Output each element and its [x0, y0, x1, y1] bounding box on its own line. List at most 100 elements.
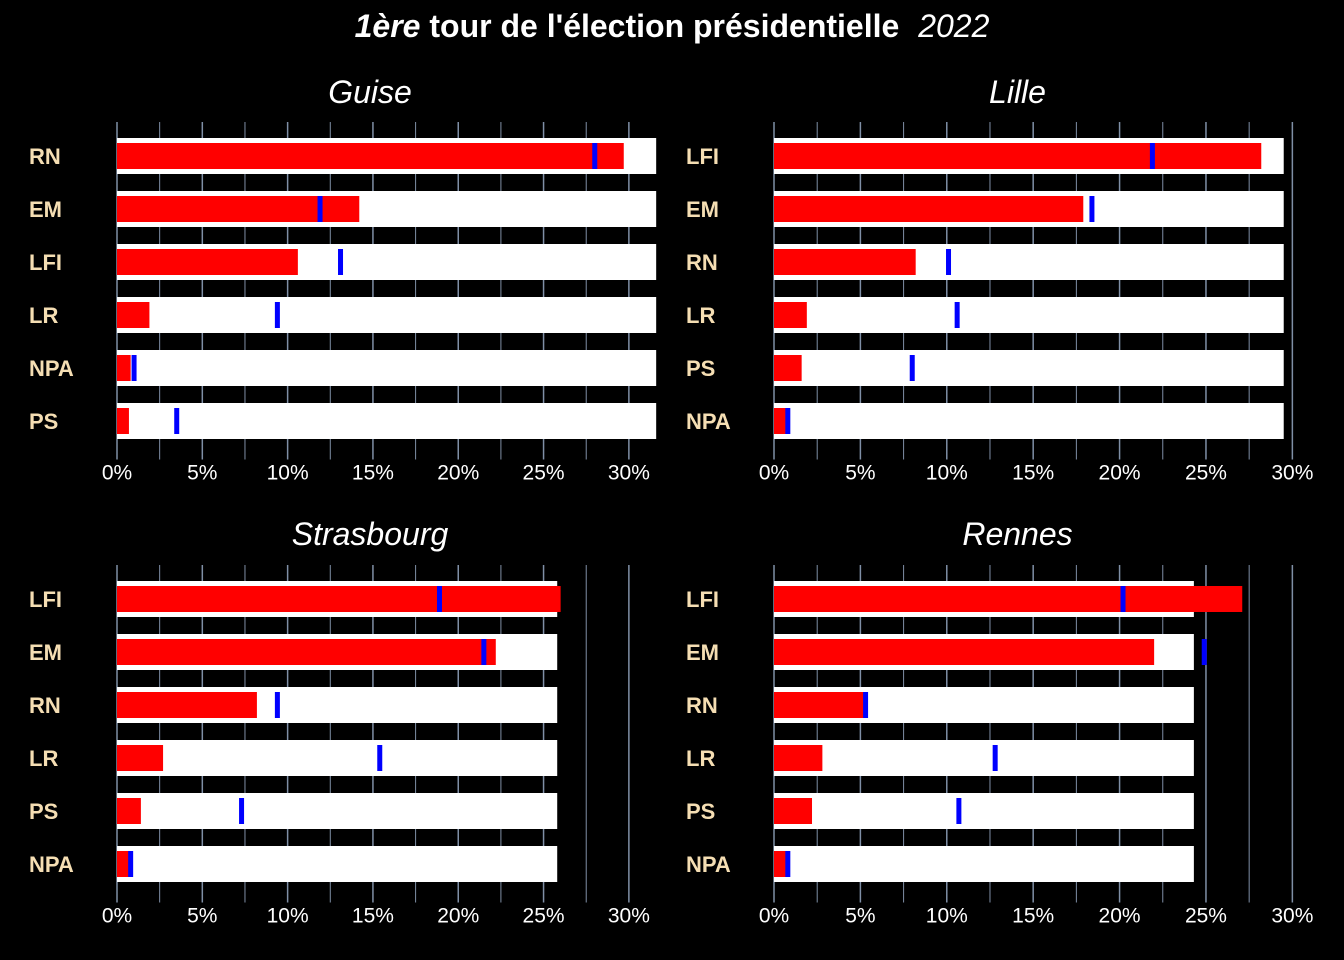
national-marker	[1149, 143, 1155, 169]
main-title: 1ère tour de l'élection présidentielle 2…	[0, 8, 1344, 45]
tick-label: 5%	[845, 462, 875, 485]
tick-label: 0%	[102, 462, 132, 485]
party-label: LR	[686, 746, 715, 771]
title-main: tour de l'élection présidentielle	[429, 8, 900, 44]
panel-title: Rennes	[962, 516, 1072, 552]
party-label: LFI	[686, 587, 719, 612]
national-marker	[377, 745, 383, 771]
party-label: LFI	[686, 144, 719, 169]
tick-label: 10%	[926, 462, 968, 485]
track-bar	[117, 297, 657, 333]
panel-title: Strasbourg	[292, 516, 449, 552]
national-marker	[274, 692, 280, 718]
national-marker	[785, 408, 791, 434]
national-marker	[317, 196, 323, 222]
tick-label: 25%	[1185, 905, 1227, 928]
party-label: PS	[29, 799, 58, 824]
tick-label: 25%	[523, 462, 565, 485]
track-bar	[117, 846, 558, 882]
tick-label: 20%	[1099, 905, 1141, 928]
result-bar	[117, 355, 131, 381]
result-bar	[774, 302, 807, 328]
tick-label: 0%	[759, 905, 789, 928]
tick-label: 5%	[845, 905, 875, 928]
track-bar	[774, 297, 1284, 333]
party-label: LR	[29, 303, 58, 328]
national-marker	[338, 249, 344, 275]
result-bar	[117, 302, 150, 328]
panel-title: Lille	[989, 74, 1046, 110]
national-marker	[1120, 586, 1126, 612]
party-label: LFI	[29, 250, 62, 275]
track-bar	[774, 846, 1194, 882]
result-bar	[774, 249, 916, 275]
panel-title: Guise	[328, 74, 412, 110]
track-bar	[774, 350, 1284, 386]
track-bar	[117, 350, 657, 386]
tick-label: 30%	[608, 905, 650, 928]
national-marker	[592, 143, 598, 169]
track-bar	[117, 403, 657, 439]
party-label: NPA	[29, 852, 74, 877]
party-label: NPA	[686, 852, 731, 877]
title-prefix: 1ère	[354, 8, 421, 44]
result-bar	[117, 639, 496, 665]
national-marker	[992, 745, 998, 771]
national-marker	[481, 639, 487, 665]
track-bar	[117, 740, 558, 776]
tick-label: 5%	[187, 905, 217, 928]
national-marker	[954, 302, 960, 328]
result-bar	[774, 639, 1155, 665]
party-label: EM	[29, 640, 62, 665]
party-label: NPA	[29, 356, 74, 381]
tick-label: 0%	[759, 462, 789, 485]
result-bar	[774, 143, 1262, 169]
party-label: LR	[29, 746, 58, 771]
tick-label: 15%	[352, 462, 394, 485]
national-marker	[131, 355, 137, 381]
result-bar	[117, 196, 360, 222]
party-label: NPA	[686, 409, 731, 434]
result-bar	[117, 745, 164, 771]
tick-label: 20%	[437, 905, 479, 928]
result-bar	[774, 408, 787, 434]
tick-label: 0%	[102, 905, 132, 928]
party-label: EM	[29, 197, 62, 222]
tick-label: 10%	[267, 905, 309, 928]
result-bar	[774, 586, 1243, 612]
tick-label: 10%	[926, 905, 968, 928]
national-marker	[436, 586, 442, 612]
result-bar	[774, 355, 802, 381]
tick-label: 30%	[1271, 905, 1313, 928]
result-bar	[774, 745, 823, 771]
track-bar	[774, 793, 1194, 829]
title-year: 2022	[918, 8, 990, 44]
party-label: PS	[686, 356, 715, 381]
party-label: EM	[686, 640, 719, 665]
national-marker	[863, 692, 869, 718]
result-bar	[117, 249, 298, 275]
tick-label: 5%	[187, 462, 217, 485]
party-label: LFI	[29, 587, 62, 612]
tick-label: 25%	[1185, 462, 1227, 485]
track-bar	[117, 793, 558, 829]
tick-label: 20%	[437, 462, 479, 485]
national-marker	[946, 249, 952, 275]
tick-label: 25%	[523, 905, 565, 928]
party-label: RN	[686, 250, 718, 275]
national-marker	[128, 851, 134, 877]
national-marker	[274, 302, 280, 328]
result-bar	[117, 692, 257, 718]
national-marker	[785, 851, 791, 877]
result-bar	[117, 798, 141, 824]
tick-label: 15%	[1012, 462, 1054, 485]
national-marker	[909, 355, 915, 381]
tick-label: 20%	[1099, 462, 1141, 485]
result-bar	[774, 196, 1084, 222]
result-bar	[117, 586, 561, 612]
result-bar	[117, 408, 129, 434]
national-marker	[1201, 639, 1207, 665]
national-marker	[1089, 196, 1095, 222]
result-bar	[774, 798, 813, 824]
